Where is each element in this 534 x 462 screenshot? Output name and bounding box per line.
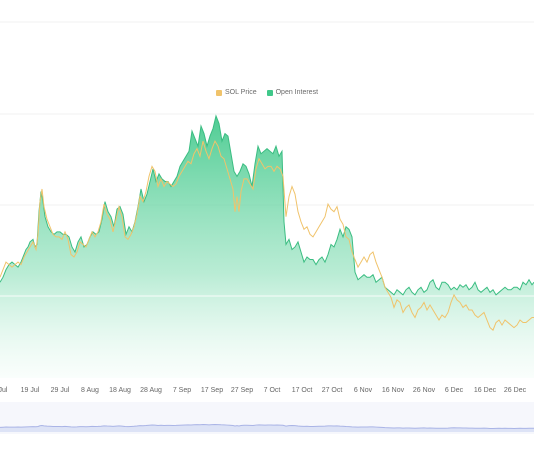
legend-item-open-interest[interactable]: Open Interest <box>266 89 319 96</box>
navigator[interactable] <box>0 402 534 434</box>
x-tick-label: 28 Aug <box>140 387 162 394</box>
series-line-sol-price <box>0 139 534 331</box>
series-area-open-interest <box>0 115 534 379</box>
x-axis-ticks: Jul 19 Jul 29 Jul 8 Aug 18 Aug 28 Aug 7 Sep 17 … <box>0 387 527 394</box>
x-tick-label: 8 Aug <box>81 387 99 394</box>
legend-label-open-interest: Open Interest <box>275 89 319 96</box>
x-tick-label: 29 Jul <box>51 387 70 394</box>
legend-swatch-open-interest <box>266 89 273 96</box>
x-tick-label: 16 Dec <box>474 387 497 394</box>
navigator-line <box>0 423 534 430</box>
x-tick-label: Jul <box>0 387 8 394</box>
x-tick-label: 16 Nov <box>382 387 405 394</box>
x-tick-label: 6 Dec <box>445 387 464 394</box>
series-line-open-interest <box>0 114 534 296</box>
chart-legend: SOL Price Open Interest <box>0 89 534 96</box>
legend-swatch-sol-price <box>215 89 222 96</box>
x-tick-label: 19 Jul <box>21 387 40 394</box>
x-tick-label: 27 Sep <box>231 387 253 394</box>
x-tick-label: 7 Oct <box>264 387 281 394</box>
line-layer <box>0 139 534 331</box>
x-tick-label: 7 Sep <box>173 387 191 394</box>
x-tick-label: 26 Nov <box>413 387 436 394</box>
area-layer <box>0 114 534 379</box>
x-tick-label: 17 Sep <box>201 387 223 394</box>
x-tick-label: 26 Dec <box>504 387 527 394</box>
x-tick-label: 18 Aug <box>109 387 131 394</box>
x-tick-label: 17 Oct <box>292 387 313 394</box>
x-tick-label: 6 Nov <box>354 387 373 394</box>
legend-item-sol-price[interactable]: SOL Price <box>215 89 257 96</box>
legend-label-sol-price: SOL Price <box>224 89 257 96</box>
x-tick-label: 27 Oct <box>322 387 343 394</box>
